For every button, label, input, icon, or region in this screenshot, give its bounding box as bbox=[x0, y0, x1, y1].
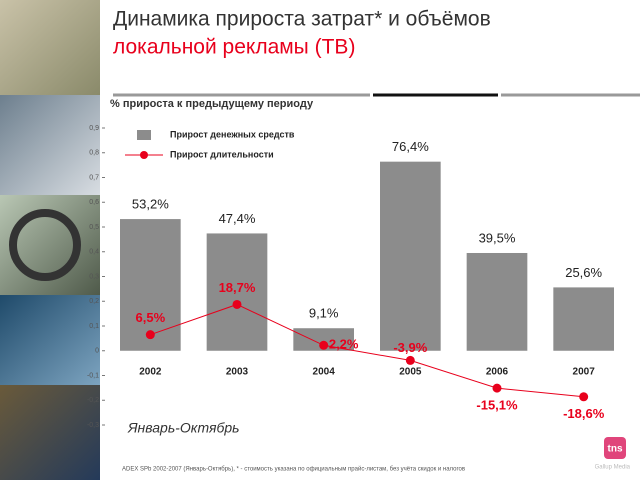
line-point bbox=[405, 355, 415, 365]
photo bbox=[0, 0, 100, 95]
line-value-label: -15,1% bbox=[476, 398, 518, 413]
bar bbox=[380, 161, 441, 351]
logo-caption: Gallup Media bbox=[595, 465, 631, 471]
line-value-label: 2,2% bbox=[329, 337, 359, 352]
title: Динамика прироста затрат* и объёмов bbox=[113, 8, 491, 31]
x-tick-label: 2006 bbox=[486, 367, 509, 378]
x-tick-label: 2003 bbox=[226, 367, 249, 378]
legend-label: Прирост длительности bbox=[170, 149, 274, 159]
x-tick-label: 2007 bbox=[573, 367, 596, 378]
bar bbox=[553, 287, 614, 351]
footnote: ADEX SPb 2002-2007 (Январь-Октябрь), * -… bbox=[122, 466, 465, 473]
x-tick-label: 2004 bbox=[313, 367, 336, 378]
line-value-label: 18,7% bbox=[219, 280, 256, 295]
line-value-label: -18,6% bbox=[563, 406, 605, 421]
photo bbox=[0, 295, 100, 385]
x-tick-label: 2005 bbox=[399, 367, 422, 378]
photo bbox=[0, 385, 100, 480]
photo-strip bbox=[0, 0, 100, 480]
bar-value-label: 39,5% bbox=[479, 230, 516, 245]
y-tick-label: 0,6 bbox=[89, 199, 99, 206]
y-tick-label: 0,9 bbox=[89, 125, 99, 132]
bar-value-label: 9,1% bbox=[309, 306, 339, 321]
line-point bbox=[492, 383, 502, 393]
bar bbox=[206, 233, 268, 351]
y-tick-label: 0,2 bbox=[89, 298, 99, 305]
title-highlight: локальной рекламы (ТВ) bbox=[113, 36, 355, 59]
y-tick-label: 0,8 bbox=[89, 150, 99, 157]
photo bbox=[0, 95, 100, 195]
line-point bbox=[319, 340, 329, 350]
y-tick-label: 0,5 bbox=[89, 224, 99, 231]
logo: tns bbox=[608, 444, 623, 455]
y-tick-label: 0,1 bbox=[89, 323, 99, 330]
legend-swatch bbox=[137, 130, 151, 140]
legend-label: Прирост денежных средств bbox=[170, 129, 295, 139]
photo-lens bbox=[9, 209, 81, 281]
y-tick-label: -0,3 bbox=[87, 422, 99, 429]
line-value-label: 6,5% bbox=[136, 310, 166, 325]
line-point bbox=[145, 330, 155, 340]
y-tick-label: 0,3 bbox=[89, 273, 99, 280]
line-point bbox=[579, 392, 589, 402]
bar-value-label: 25,6% bbox=[565, 265, 602, 280]
line bbox=[150, 303, 584, 398]
legend-swatch bbox=[140, 151, 148, 159]
bar bbox=[120, 219, 181, 351]
y-tick-label: 0,4 bbox=[89, 249, 99, 256]
line-value-label: -3,9% bbox=[393, 340, 427, 355]
line-point bbox=[232, 299, 242, 309]
plot: 0,9 0,8 0,7 0,6 0,5 0,4 0,3 0,2 0,1 0 -0,1 -0,2 -0,3… bbox=[87, 125, 614, 429]
bar-value-label: 47,4% bbox=[219, 211, 256, 226]
bar-value-label: 76,4% bbox=[392, 139, 429, 154]
logo-badge bbox=[604, 437, 626, 459]
y-tick-label: -0,1 bbox=[87, 372, 99, 379]
y-tick-label: 0 bbox=[95, 348, 99, 355]
annotation: Январь-Октябрь bbox=[127, 420, 240, 436]
bar bbox=[293, 328, 354, 351]
y-tick-label: 0,7 bbox=[89, 174, 99, 181]
bar-value-label: 53,2% bbox=[132, 197, 169, 212]
subtitle: % прироста к предыдущему периоду bbox=[110, 98, 314, 110]
bar bbox=[466, 252, 528, 351]
y-tick-label: -0,2 bbox=[87, 397, 99, 404]
x-tick-label: 2002 bbox=[139, 367, 162, 378]
